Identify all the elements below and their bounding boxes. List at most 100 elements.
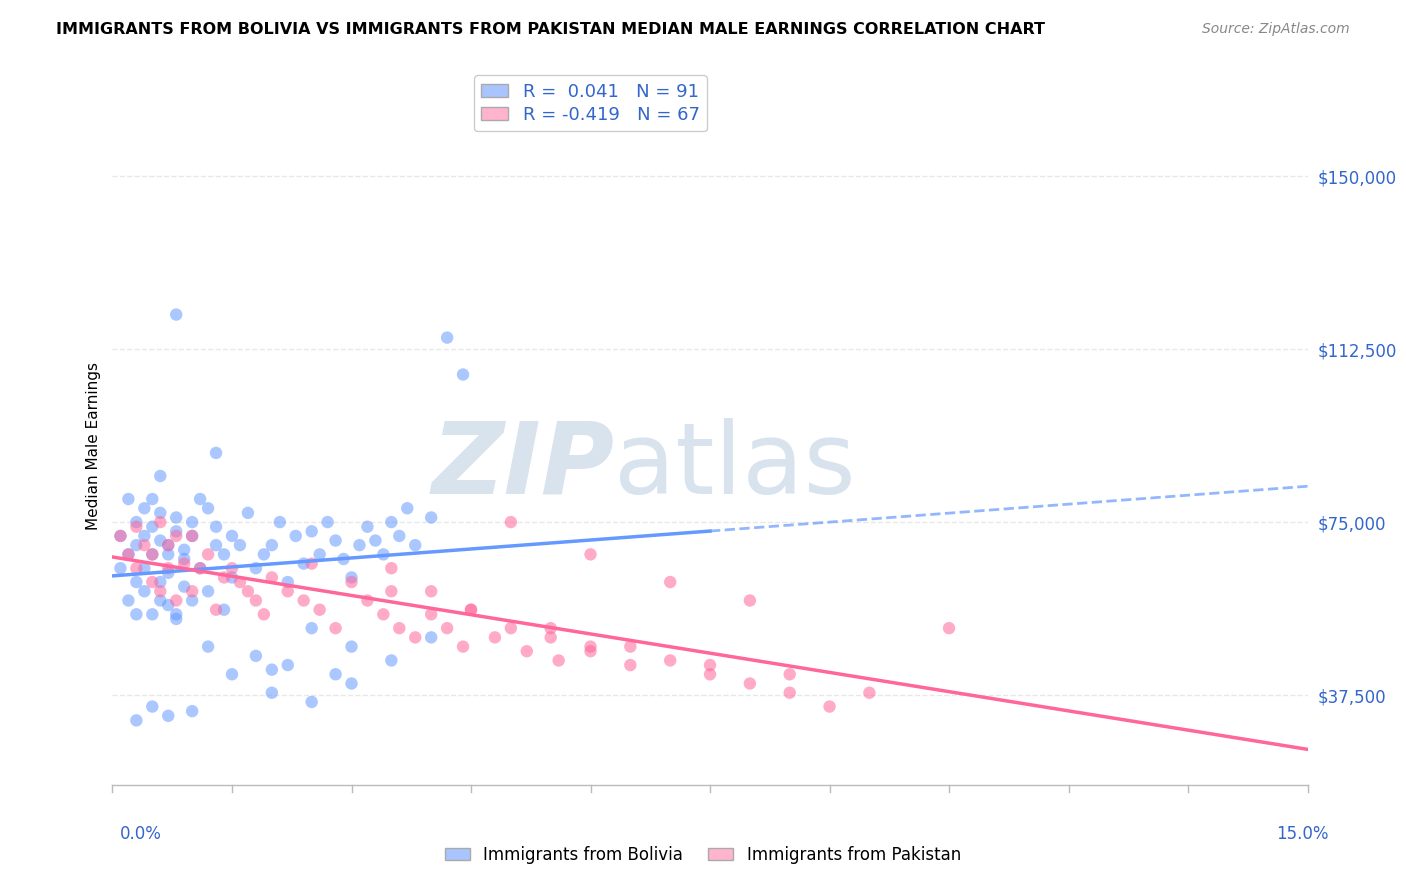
Point: [547, 653, 569, 667]
Point: [188, 561, 211, 575]
Point: [117, 491, 139, 506]
Point: [245, 648, 267, 663]
Point: [173, 580, 195, 594]
Point: [460, 603, 482, 617]
Point: [149, 506, 172, 520]
Point: [292, 557, 315, 571]
Legend: R =  0.041   N = 91, R = -0.419   N = 67: R = 0.041 N = 91, R = -0.419 N = 67: [474, 76, 707, 131]
Point: [308, 547, 330, 561]
Point: [205, 538, 228, 552]
Point: [404, 631, 426, 645]
Point: [117, 593, 139, 607]
Point: [356, 519, 378, 533]
Point: [165, 510, 187, 524]
Point: [858, 686, 880, 700]
Point: [308, 603, 330, 617]
Point: [157, 538, 180, 552]
Point: [540, 621, 562, 635]
Point: [205, 519, 228, 533]
Point: [134, 584, 156, 599]
Point: [157, 561, 180, 575]
Point: [197, 501, 219, 516]
Point: [125, 714, 148, 728]
Text: 15.0%: 15.0%: [1277, 825, 1329, 843]
Text: 0.0%: 0.0%: [120, 825, 162, 843]
Point: [659, 575, 682, 590]
Point: [173, 552, 195, 566]
Point: [221, 561, 243, 575]
Point: [117, 547, 139, 561]
Point: [245, 561, 267, 575]
Point: [134, 561, 156, 575]
Point: [125, 538, 148, 552]
Point: [125, 575, 148, 590]
Point: [340, 640, 363, 654]
Point: [619, 658, 641, 673]
Point: [260, 663, 283, 677]
Point: [141, 491, 163, 506]
Point: [499, 515, 522, 529]
Point: [277, 584, 299, 599]
Point: [157, 538, 180, 552]
Point: [157, 547, 180, 561]
Point: [451, 640, 474, 654]
Point: [301, 695, 323, 709]
Point: [125, 561, 148, 575]
Point: [125, 515, 148, 529]
Point: [420, 584, 443, 599]
Point: [499, 621, 522, 635]
Point: [221, 570, 243, 584]
Point: [157, 598, 180, 612]
Point: [579, 644, 602, 658]
Point: [738, 593, 761, 607]
Point: [181, 704, 204, 718]
Point: [380, 561, 402, 575]
Point: [188, 491, 211, 506]
Point: [420, 510, 443, 524]
Point: [221, 667, 243, 681]
Point: [340, 676, 363, 690]
Point: [165, 593, 187, 607]
Point: [173, 542, 195, 557]
Point: [579, 640, 602, 654]
Point: [229, 538, 252, 552]
Point: [436, 621, 458, 635]
Point: [157, 566, 180, 580]
Point: [197, 584, 219, 599]
Point: [149, 469, 172, 483]
Point: [277, 575, 299, 590]
Point: [388, 529, 411, 543]
Point: [260, 538, 283, 552]
Point: [484, 631, 506, 645]
Point: [779, 686, 801, 700]
Point: [938, 621, 960, 635]
Point: [340, 570, 363, 584]
Point: [205, 446, 228, 460]
Point: [165, 308, 187, 322]
Point: [260, 570, 283, 584]
Point: [779, 667, 801, 681]
Point: [188, 561, 211, 575]
Point: [181, 529, 204, 543]
Point: [699, 658, 721, 673]
Text: Source: ZipAtlas.com: Source: ZipAtlas.com: [1202, 22, 1350, 37]
Point: [253, 607, 276, 622]
Point: [699, 667, 721, 681]
Point: [373, 547, 395, 561]
Point: [380, 584, 402, 599]
Point: [396, 501, 419, 516]
Point: [277, 658, 299, 673]
Point: [420, 631, 443, 645]
Point: [579, 547, 602, 561]
Y-axis label: Median Male Earnings: Median Male Earnings: [86, 362, 101, 530]
Point: [659, 653, 682, 667]
Point: [451, 368, 474, 382]
Point: [356, 593, 378, 607]
Point: [181, 529, 204, 543]
Point: [292, 593, 315, 607]
Point: [301, 524, 323, 539]
Text: atlas: atlas: [614, 417, 856, 515]
Point: [149, 575, 172, 590]
Point: [141, 547, 163, 561]
Text: IMMIGRANTS FROM BOLIVIA VS IMMIGRANTS FROM PAKISTAN MEDIAN MALE EARNINGS CORRELA: IMMIGRANTS FROM BOLIVIA VS IMMIGRANTS FR…: [56, 22, 1045, 37]
